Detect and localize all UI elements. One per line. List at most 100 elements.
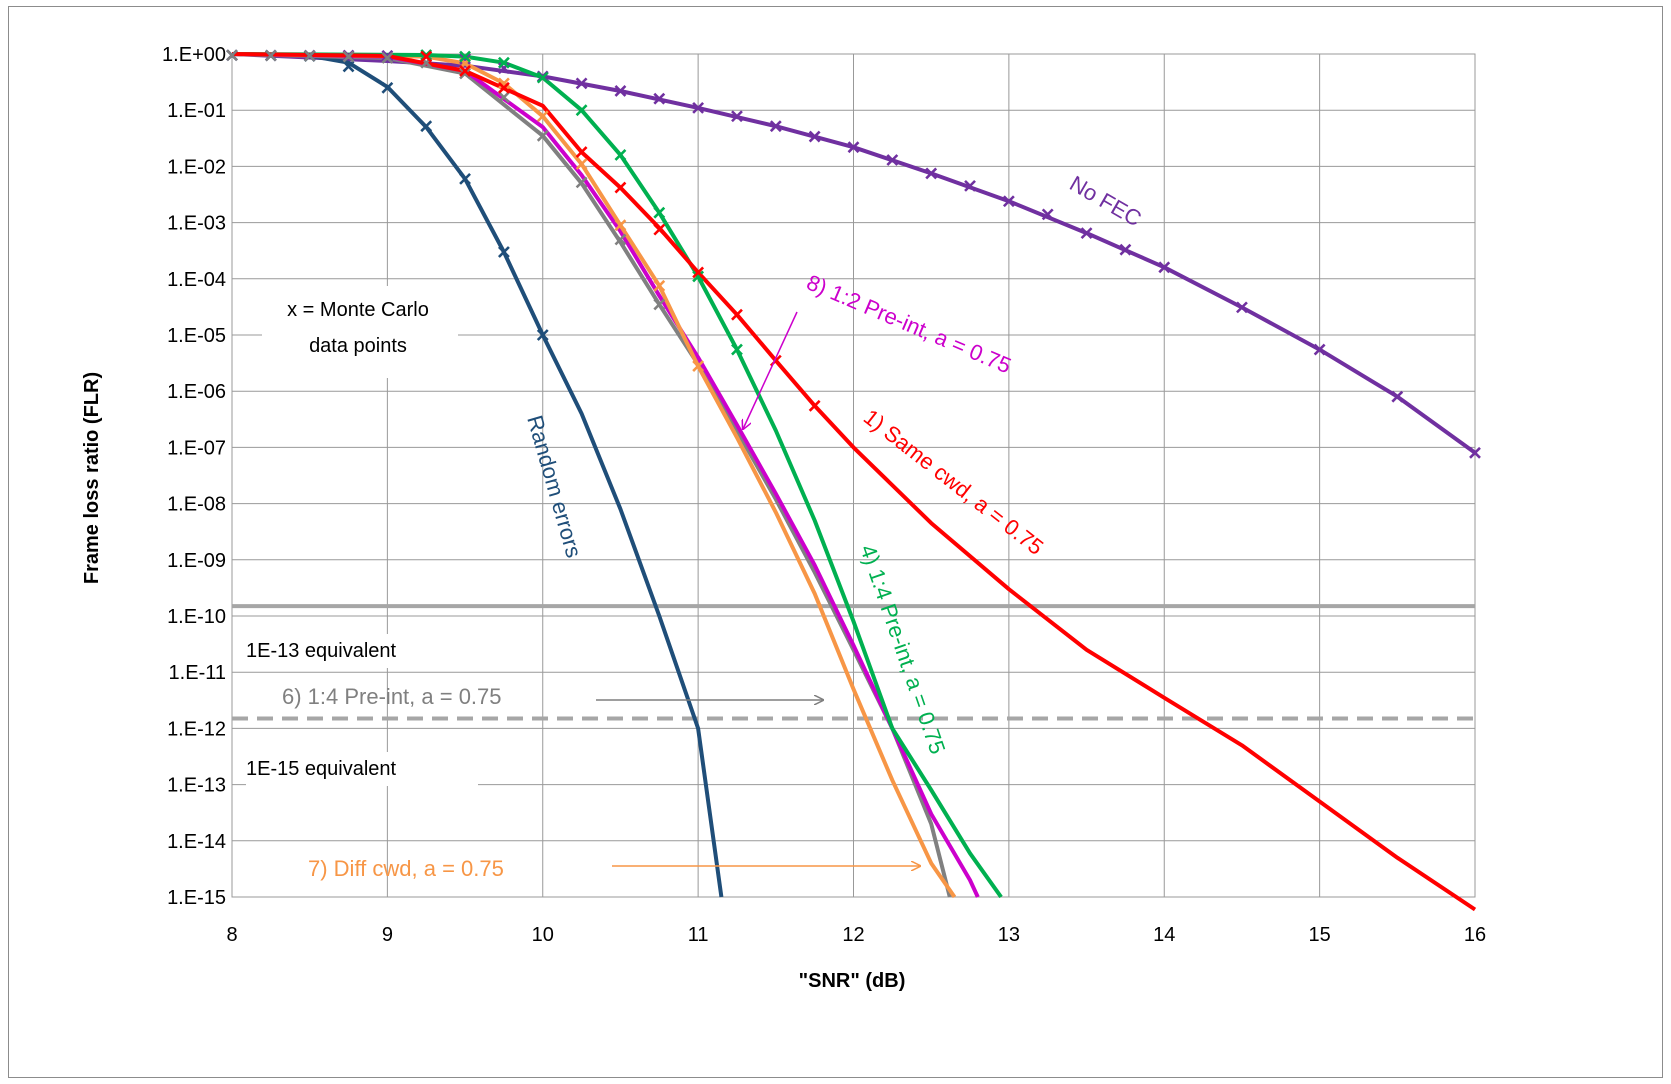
annotation-series-7: 7) Diff cwd, a = 0.75 bbox=[308, 856, 504, 881]
data-point-marker bbox=[925, 167, 938, 180]
data-point-marker bbox=[1236, 301, 1248, 314]
y-tick-label: 1.E-09 bbox=[167, 550, 226, 572]
x-tick-label: 12 bbox=[842, 924, 864, 946]
y-tick-label: 1.E-12 bbox=[167, 718, 226, 740]
plot-area bbox=[231, 53, 1476, 898]
data-point-marker bbox=[653, 279, 666, 292]
y-axis-title: Frame loss ratio (FLR) bbox=[81, 372, 103, 584]
series-line bbox=[231, 52, 957, 899]
grid bbox=[231, 53, 1476, 898]
y-tick-label: 1.E-05 bbox=[167, 325, 226, 347]
data-point-marker bbox=[692, 266, 705, 279]
annotation-series-6: 6) 1:4 Pre-int, a = 0.75 bbox=[282, 684, 502, 709]
data-point-marker bbox=[1313, 343, 1326, 356]
annotation-series-8: 8) 1:2 Pre-int, a = 0.75 bbox=[803, 270, 1015, 379]
data-point-marker bbox=[342, 60, 355, 73]
y-tick-label: 1.E-04 bbox=[167, 269, 226, 291]
annotation-random-errors: Random errors bbox=[522, 412, 586, 560]
data-point-marker bbox=[653, 206, 666, 219]
data-point-marker bbox=[536, 110, 549, 123]
x-tick-label: 11 bbox=[688, 924, 709, 946]
data-point-marker bbox=[1002, 195, 1015, 208]
tick-labels: 1.E+00 1.E-01 1.E-02 1.E-03 1.E-04 1.E-05 1.E-… bbox=[162, 44, 1486, 946]
y-tick-label: 1.E-15 bbox=[167, 887, 226, 909]
y-tick-label: 1.E-03 bbox=[167, 213, 226, 235]
data-point-marker bbox=[459, 67, 471, 80]
data-point-marker bbox=[692, 101, 705, 114]
data-point-marker bbox=[497, 246, 510, 258]
data-point-marker bbox=[1080, 227, 1093, 240]
y-tick-label: 1.E-07 bbox=[167, 437, 226, 459]
data-point-marker bbox=[420, 50, 433, 63]
data-point-marker bbox=[342, 50, 355, 63]
data-point-marker bbox=[1041, 208, 1054, 221]
data-point-marker bbox=[303, 49, 316, 62]
data-point-marker bbox=[731, 308, 743, 321]
x-tick-label: 10 bbox=[532, 924, 554, 946]
x-tick-label: 16 bbox=[1464, 924, 1486, 946]
data-point-marker bbox=[459, 172, 471, 185]
data-point-marker bbox=[653, 92, 666, 105]
y-tick-label: 1.E-10 bbox=[167, 606, 226, 628]
y-tick-label: 1.E-02 bbox=[167, 156, 226, 178]
data-point-marker bbox=[497, 91, 510, 104]
y-tick-label: 1.E-14 bbox=[167, 831, 226, 853]
label-background bbox=[262, 286, 458, 378]
data-point-marker bbox=[1391, 390, 1404, 403]
y-tick-label: 1.E-13 bbox=[167, 775, 226, 797]
data-point-marker bbox=[653, 298, 666, 311]
data-point-marker bbox=[886, 154, 899, 166]
data-point-marker bbox=[614, 219, 627, 232]
data-point-marker bbox=[614, 149, 627, 161]
data-point-marker bbox=[964, 179, 976, 192]
data-point-marker bbox=[692, 360, 705, 372]
data-point-marker bbox=[459, 52, 471, 65]
arrow-series-8 bbox=[743, 311, 798, 429]
data-point-marker bbox=[497, 77, 510, 90]
reference-lines bbox=[232, 604, 1475, 721]
data-point-marker bbox=[381, 81, 394, 94]
data-point-marker bbox=[226, 49, 238, 62]
data-point-marker bbox=[381, 49, 394, 62]
y-tick-label: 1.E-11 bbox=[169, 662, 226, 684]
label-background bbox=[246, 752, 478, 786]
data-point-marker bbox=[731, 343, 743, 356]
x-tick-label: 15 bbox=[1309, 924, 1331, 946]
data-point-marker bbox=[653, 223, 666, 236]
data-point-marker bbox=[808, 399, 821, 412]
data-point-marker bbox=[497, 56, 510, 69]
data-point-marker bbox=[575, 77, 588, 90]
data-point-marker bbox=[614, 233, 627, 246]
y-tick-label: 1.E-06 bbox=[167, 381, 226, 403]
data-point-marker bbox=[264, 49, 277, 62]
data-point-marker bbox=[1469, 446, 1481, 459]
data-point-marker bbox=[614, 85, 627, 97]
data-point-marker bbox=[420, 120, 433, 133]
data-point-marker bbox=[575, 158, 588, 170]
y-tick-label: 1.E-08 bbox=[167, 494, 226, 516]
data-point-marker bbox=[459, 50, 471, 63]
data-point-marker bbox=[1158, 261, 1171, 274]
monte-carlo-markers bbox=[226, 49, 1481, 459]
data-point-marker bbox=[536, 129, 549, 142]
x-tick-label: 14 bbox=[1153, 924, 1175, 946]
data-point-marker bbox=[575, 104, 588, 117]
data-point-marker bbox=[692, 270, 705, 283]
data-point-marker bbox=[536, 71, 549, 84]
series-line bbox=[231, 52, 1477, 912]
annotation-monte-carlo-line2: data points bbox=[309, 335, 407, 357]
data-point-marker bbox=[808, 130, 821, 143]
data-point-marker bbox=[575, 146, 588, 158]
reference-label-1e-15: 1E-15 equivalent bbox=[246, 758, 397, 780]
x-tick-label: 8 bbox=[226, 924, 237, 946]
annotation-arrows bbox=[596, 311, 920, 866]
reference-label-1e-13: 1E-13 equivalent bbox=[246, 640, 397, 662]
data-point-marker bbox=[381, 52, 394, 64]
chart-frame bbox=[8, 6, 1663, 1078]
x-tick-label: 13 bbox=[998, 924, 1020, 946]
data-point-marker bbox=[847, 141, 860, 154]
data-point-marker bbox=[536, 329, 549, 341]
x-axis-title: "SNR" (dB) bbox=[799, 970, 906, 992]
data-point-marker bbox=[497, 81, 510, 94]
data-point-marker bbox=[459, 64, 471, 77]
